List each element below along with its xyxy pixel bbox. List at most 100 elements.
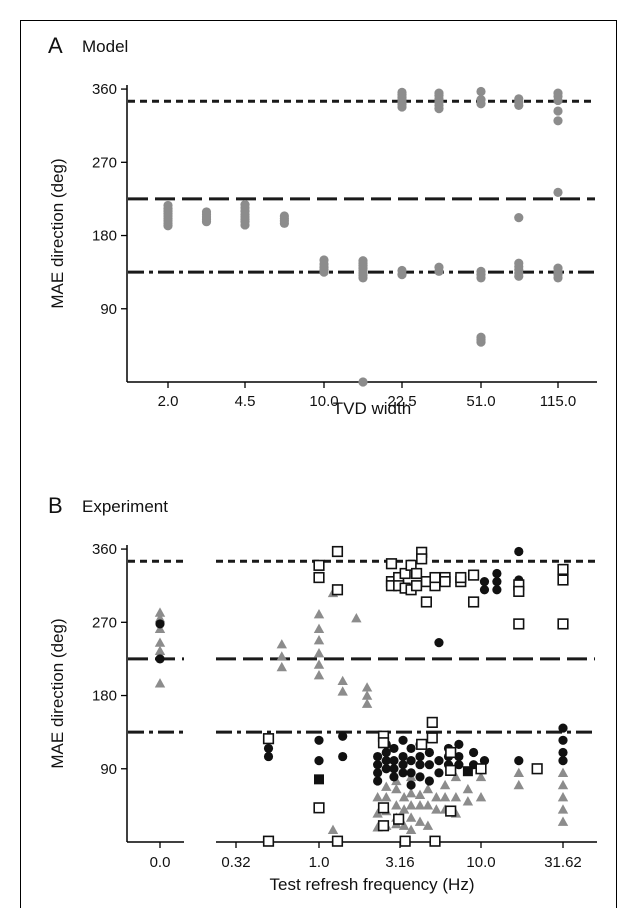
data-point-triangle (462, 783, 474, 794)
data-point-circle (155, 619, 165, 629)
data-point-circle (454, 739, 464, 749)
data-point-triangle (154, 637, 166, 647)
data-point-circle (553, 187, 563, 198)
x-tick-label: 4.5 (235, 393, 256, 410)
data-point-circle (398, 751, 408, 762)
x-tick-label: 0.32 (221, 854, 250, 871)
data-point-triangle (422, 783, 434, 794)
data-point-triangle (313, 659, 325, 669)
data-point-circle (240, 200, 250, 210)
data-point-circle (314, 756, 324, 766)
data-point-open-square (429, 571, 441, 584)
panel-a-chart: 90 180 270 360 2.0 4.5 10.0 22.5 51.0 115.0 TVD wi… (48, 81, 597, 418)
data-point-circle (373, 760, 383, 770)
data-point-open-square (557, 574, 569, 586)
data-point-open-square (439, 576, 451, 588)
data-point-circle (263, 751, 274, 762)
data-point-triangle (154, 678, 166, 688)
data-point-triangle (557, 792, 569, 802)
data-point-open-square (426, 716, 438, 728)
data-point-triangle (361, 698, 373, 708)
data-point-circle (406, 756, 416, 766)
x-tick-label: 22.5 (387, 393, 416, 410)
data-point-open-square (313, 802, 325, 814)
data-point-triangle (154, 613, 166, 623)
data-point-triangle (439, 792, 451, 802)
data-point-circle (476, 266, 486, 276)
data-point-open-square (393, 813, 405, 825)
data-point-circle (424, 776, 434, 786)
y-tick-label: 180 (92, 688, 117, 705)
data-point-triangle (276, 639, 287, 649)
data-point-triangle (391, 783, 402, 794)
data-point-triangle (398, 820, 410, 830)
data-point-triangle (381, 781, 392, 791)
data-point-circle (553, 88, 563, 98)
data-point-circle (389, 756, 399, 766)
data-point-triangle (450, 771, 462, 782)
data-point-circle (434, 88, 444, 98)
panel-b-letter: B (48, 493, 63, 518)
data-point-triangle (327, 824, 339, 834)
data-point-circle (155, 654, 165, 664)
panel-b-chart: 90 180 270 360 0.0 0.32 1.0 3.16 10.0 31.62 Test r… (48, 541, 597, 894)
data-point-open-square (399, 835, 411, 847)
data-point-triangle (405, 800, 417, 810)
data-point-circle (454, 751, 464, 762)
data-point-circle (373, 768, 383, 778)
data-point-circle (434, 638, 444, 648)
data-point-circle (398, 768, 408, 778)
data-point-triangle (422, 800, 434, 810)
data-point-open-square (429, 835, 441, 847)
data-point-open-square (410, 580, 423, 592)
data-point-triangle (405, 787, 417, 798)
data-point-open-square (331, 835, 344, 847)
data-point-circle (558, 756, 568, 766)
data-point-circle (553, 116, 563, 126)
x-tick-label: 2.0 (158, 393, 179, 410)
data-point-triangle (557, 767, 569, 777)
x-tick-label: 51.0 (466, 393, 495, 410)
data-point-circle (476, 95, 486, 105)
data-point-circle (434, 768, 444, 778)
data-point-circle (514, 258, 524, 268)
x-tick-label: 31.62 (544, 854, 582, 871)
data-point-open-square (420, 596, 433, 608)
y-tick-label: 270 (92, 154, 117, 171)
data-point-circle (406, 780, 416, 790)
data-point-open-square (331, 545, 344, 558)
data-point-triangle (398, 804, 410, 814)
x-tick-label: 10.0 (309, 393, 338, 410)
data-point-circle (479, 585, 490, 595)
data-point-open-square (455, 571, 467, 584)
panel-a-title: Model (82, 37, 128, 56)
data-point-circle (381, 747, 391, 758)
data-point-triangle (557, 816, 569, 826)
data-point-triangle (372, 792, 383, 802)
panel-b-title: Experiment (82, 497, 168, 516)
data-point-circle (454, 760, 464, 770)
data-point-triangle (439, 779, 451, 790)
y-tick-label: 180 (92, 228, 117, 245)
data-point-circle (397, 87, 407, 97)
data-point-circle (263, 743, 274, 754)
data-point-circle (398, 735, 408, 745)
data-point-circle (492, 585, 502, 595)
y-tick-label: 90 (100, 301, 117, 318)
data-point-circle (476, 86, 486, 97)
data-point-triangle (414, 800, 426, 810)
data-point-triangle (557, 779, 569, 790)
data-point-triangle (337, 686, 348, 696)
data-point-triangle (313, 635, 325, 645)
x-axis-label: Test refresh frequency (Hz) (269, 875, 474, 894)
data-point-triangle (431, 804, 442, 814)
data-point-open-square (426, 732, 438, 744)
data-point-circle (415, 760, 425, 770)
data-point-circle (358, 377, 368, 387)
data-point-circle (373, 776, 383, 786)
data-point-circle (468, 747, 479, 758)
data-point-triangle (313, 623, 325, 633)
data-point-triangle (154, 645, 166, 655)
data-point-circle (358, 256, 368, 266)
data-point-triangle (398, 792, 410, 802)
